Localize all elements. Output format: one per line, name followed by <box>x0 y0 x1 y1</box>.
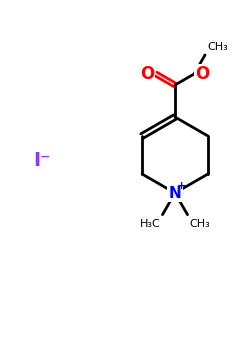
Text: O: O <box>140 65 154 83</box>
Text: +: + <box>178 181 186 191</box>
Text: I⁻: I⁻ <box>34 150 50 169</box>
Text: N: N <box>168 186 181 201</box>
Text: H₃C: H₃C <box>140 219 160 229</box>
Text: O: O <box>195 65 209 83</box>
Text: CH₃: CH₃ <box>207 42 228 52</box>
Text: CH₃: CH₃ <box>190 219 210 229</box>
